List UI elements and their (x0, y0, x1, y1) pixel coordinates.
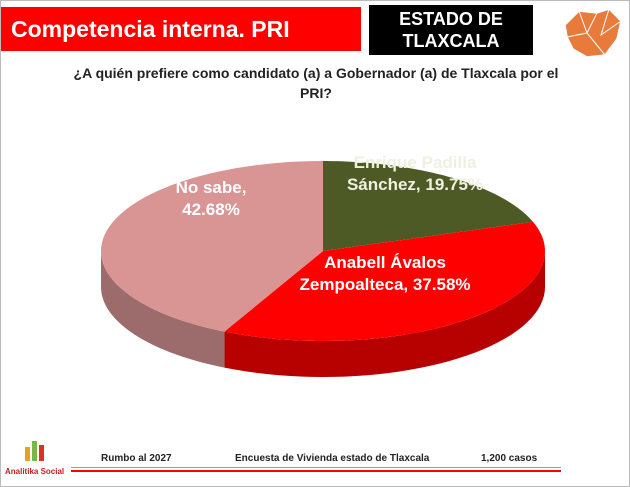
slice-side (101, 251, 225, 368)
footer-left: Rumbo al 2027 (101, 453, 172, 464)
footer-right: 1,200 casos (481, 453, 538, 464)
footer-line (71, 470, 561, 472)
slice-label: No sabe, 42.68% (175, 178, 247, 219)
state-map-icon (564, 8, 622, 58)
logo-icon (25, 441, 44, 461)
slice-label: Anabell Ávalos Zempoalteca, 37.58% (299, 253, 471, 294)
footer-center: Encuesta de Vivienda estado de Tlaxcala (235, 453, 430, 464)
state-label: ESTADO DE TLAXCALA (399, 9, 503, 51)
footer-line (71, 467, 561, 468)
logo-text: Analitika Social (5, 467, 65, 476)
slice (323, 161, 534, 251)
chart-title: ¿A quién prefiere como candidato (a) a G… (73, 65, 559, 101)
labels: Enrique Padilla Sánchez, 19.75% Anabell Á… (1, 1, 629, 421)
page-title: Competencia interna. PRI (11, 16, 290, 42)
chart (101, 161, 545, 377)
slice-label: Enrique Padilla Sánchez, 19.75% (346, 153, 484, 194)
state-box: ESTADO DE TLAXCALA (369, 5, 533, 55)
title-bar: Competencia interna. PRI (1, 7, 361, 51)
slice (101, 161, 323, 332)
slice-side (224, 251, 545, 377)
slice (224, 221, 545, 341)
